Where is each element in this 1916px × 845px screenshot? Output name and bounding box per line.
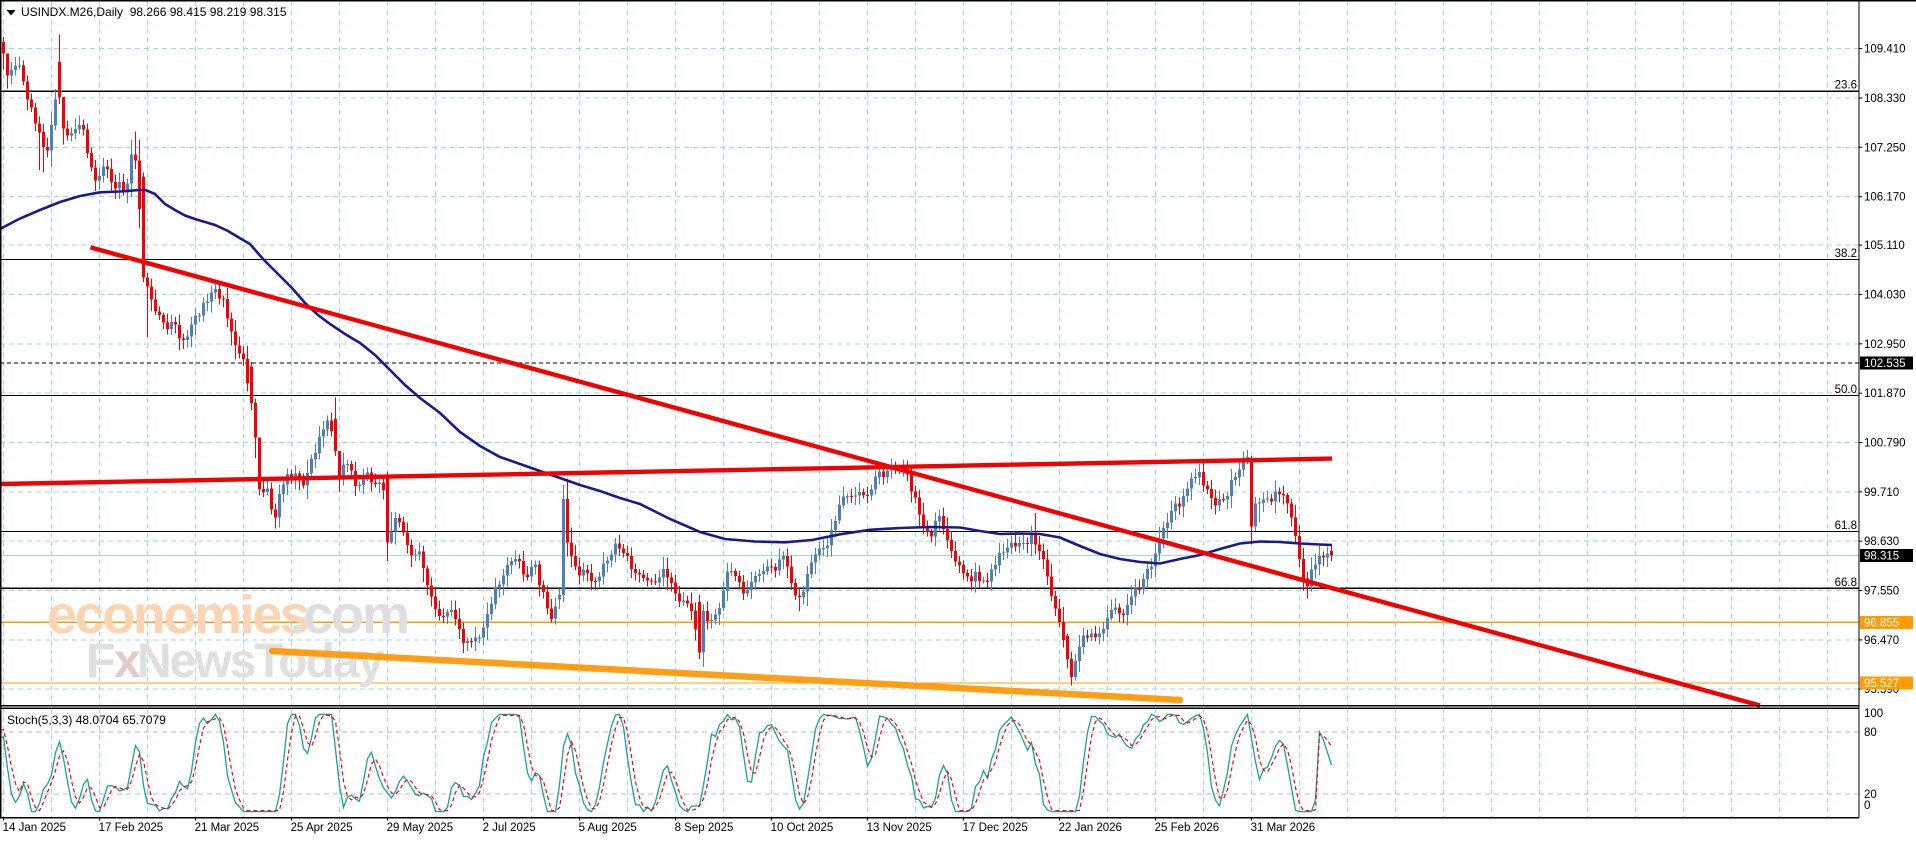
svg-text:31 Mar 2026: 31 Mar 2026 [1251, 822, 1316, 834]
svg-text:20: 20 [1864, 789, 1877, 801]
svg-text:107.250: 107.250 [1864, 142, 1906, 154]
svg-text:109.410: 109.410 [1864, 44, 1906, 56]
svg-text:10 Oct 2025: 10 Oct 2025 [771, 822, 834, 834]
svg-text:101.870: 101.870 [1864, 388, 1906, 400]
svg-text:.com: .com [290, 585, 408, 645]
svg-text:50.0: 50.0 [1835, 384, 1857, 396]
svg-text:97.550: 97.550 [1864, 586, 1899, 598]
svg-text:USINDX.M26,Daily 98.266 98.41: USINDX.M26,Daily 98.266 98.415 98.219 98… [21, 5, 287, 19]
svg-text:96.470: 96.470 [1864, 635, 1899, 647]
svg-text:106.170: 106.170 [1864, 192, 1906, 204]
svg-text:102.535: 102.535 [1864, 358, 1906, 370]
svg-text:38.2: 38.2 [1835, 248, 1857, 260]
svg-text:NewsToday: NewsToday [137, 635, 384, 688]
svg-text:108.330: 108.330 [1864, 93, 1906, 105]
svg-text:13 Nov 2025: 13 Nov 2025 [867, 822, 932, 834]
svg-text:102.950: 102.950 [1864, 339, 1906, 351]
svg-text:2 Jul 2025: 2 Jul 2025 [483, 822, 536, 834]
svg-text:21 Mar 2025: 21 Mar 2025 [195, 822, 260, 834]
svg-text:0: 0 [1864, 800, 1870, 812]
svg-text:100.790: 100.790 [1864, 438, 1906, 450]
svg-text:99.710: 99.710 [1864, 487, 1899, 499]
svg-text:23.6: 23.6 [1835, 80, 1857, 92]
svg-text:F: F [86, 635, 115, 688]
svg-text:96.855: 96.855 [1864, 617, 1899, 629]
svg-text:100: 100 [1864, 708, 1883, 720]
svg-text:5 Aug 2025: 5 Aug 2025 [579, 822, 637, 834]
svg-text:22 Jan 2026: 22 Jan 2026 [1059, 822, 1122, 834]
svg-text:104.030: 104.030 [1864, 290, 1906, 302]
svg-text:25 Apr 2025: 25 Apr 2025 [291, 822, 353, 834]
svg-text:98.630: 98.630 [1864, 536, 1899, 548]
svg-text:17 Feb 2025: 17 Feb 2025 [99, 822, 164, 834]
svg-text:80: 80 [1864, 727, 1877, 739]
svg-text:17 Dec 2025: 17 Dec 2025 [963, 822, 1028, 834]
svg-text:14 Jan 2025: 14 Jan 2025 [3, 822, 66, 834]
svg-text:105.110: 105.110 [1864, 240, 1905, 252]
svg-text:98.315: 98.315 [1864, 551, 1899, 563]
svg-text:x: x [114, 635, 141, 688]
svg-text:66.8: 66.8 [1835, 577, 1857, 589]
svg-text:61.8: 61.8 [1835, 520, 1857, 532]
svg-text:25 Feb 2026: 25 Feb 2026 [1155, 822, 1220, 834]
svg-text:economies: economies [47, 585, 308, 645]
svg-text:Stoch(5,3,3) 48.0704 65.7079: Stoch(5,3,3) 48.0704 65.7079 [7, 713, 166, 727]
svg-text:29 May 2025: 29 May 2025 [387, 822, 454, 834]
svg-text:95.527: 95.527 [1864, 678, 1899, 690]
svg-text:8 Sep 2025: 8 Sep 2025 [675, 822, 734, 834]
